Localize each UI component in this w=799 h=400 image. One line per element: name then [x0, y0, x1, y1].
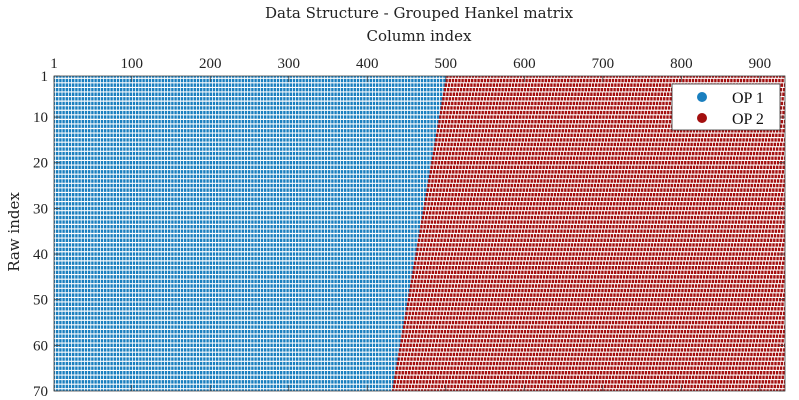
series-1-points: [54, 76, 448, 391]
y-axis: 1 10 20 30 40 50 60 70: [33, 69, 785, 400]
y-tick-label: 30: [33, 201, 48, 217]
series-2-points: [391, 76, 785, 391]
x-tick-label: 400: [356, 56, 379, 72]
y-tick-label: 50: [33, 293, 48, 309]
legend-box: [671, 83, 781, 131]
legend-marker-1: [697, 92, 707, 102]
legend-label-1: OP 1: [732, 90, 764, 107]
y-tick-label: 1: [41, 69, 49, 85]
x-tick-label: 700: [592, 56, 615, 72]
x-tick-label: 200: [199, 56, 222, 72]
legend-label-2: OP 2: [732, 111, 764, 128]
x-tick-label: 100: [120, 56, 143, 72]
plot-area-border: [53, 75, 786, 392]
y-tick-label: 20: [33, 156, 48, 172]
y-tick-label: 40: [33, 247, 48, 263]
data-points: [54, 76, 785, 391]
legend: OP 1 OP 2: [671, 83, 781, 131]
x-tick-label: 600: [513, 56, 536, 72]
x-axis: 1 100 200 300 400 500 600 700 800 900: [50, 56, 771, 391]
y-tick-label: 10: [33, 110, 48, 126]
x-tick-label: 900: [749, 56, 772, 72]
x-tick-label: 800: [670, 56, 693, 72]
x-tick-label: 500: [435, 56, 458, 72]
x-tick-label: 1: [50, 56, 58, 72]
y-tick-label: 70: [33, 384, 48, 400]
y-tick-label: 60: [33, 338, 48, 354]
x-axis-title: Column index: [366, 27, 472, 45]
legend-marker-2: [697, 113, 707, 123]
chart-title: Data Structure - Grouped Hankel matrix: [265, 4, 574, 22]
y-axis-title: Raw index: [5, 192, 23, 272]
x-tick-label: 300: [278, 56, 301, 72]
